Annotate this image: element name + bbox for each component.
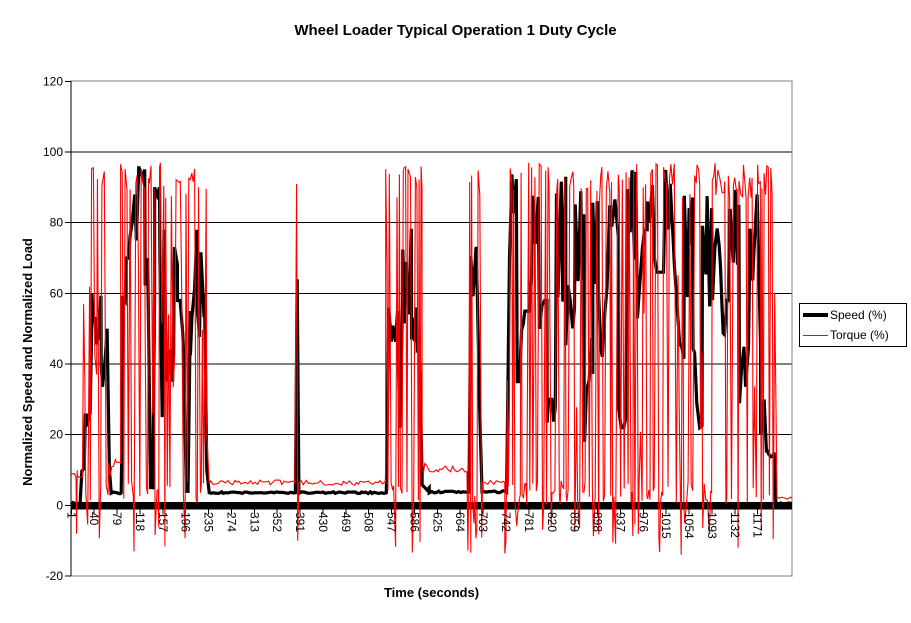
x-tick-label: 820 [545,512,559,532]
legend-label-speed: Speed (%) [830,308,887,322]
x-tick-label: 976 [636,512,650,532]
x-tick-label: 703 [476,512,490,532]
x-tick-label: 352 [270,512,284,532]
x-tick-label: 781 [522,512,536,532]
x-tick-label: 664 [453,512,467,532]
x-tick-label: 391 [293,512,307,532]
x-tick-label: 1132 [728,512,742,538]
x-tick-label: 196 [179,512,193,532]
y-tick-label: 20 [50,428,64,442]
x-tick-label: 1054 [682,512,696,539]
y-tick-label: 0 [56,498,63,512]
legend-item-speed: Speed (%) [800,307,906,323]
legend-box: Speed (%) Torque (%) [799,303,907,347]
x-tick-label: 118 [133,512,147,531]
y-tick-label: 60 [50,286,64,300]
tick-labels-group: 120 100 80 60 40 20 0 -20 1 40 79 118 157 196 235 274 31… [43,74,765,583]
y-tick-label: 100 [43,145,63,159]
y-tick-label: -20 [46,569,64,583]
torque-line-swatch [803,334,828,336]
x-tick-label: 430 [316,512,330,532]
y-tick-label: 80 [50,216,64,230]
x-tick-label: 40 [87,512,101,526]
legend-item-torque: Torque (%) [800,327,906,343]
x-tick-label: 937 [613,512,627,532]
y-tick-label: 40 [50,357,64,371]
x-tick-label: 742 [499,512,513,532]
torque-series-line [71,162,793,555]
x-axis-line [71,501,792,510]
x-tick-label: 469 [339,512,353,532]
x-tick-label: 508 [362,512,376,532]
x-tick-label: 157 [156,512,170,532]
x-tick-label: 586 [407,512,421,532]
x-tick-label: 274 [224,512,238,532]
x-tick-label: 1171 [751,512,765,538]
series-group [70,162,793,555]
x-tick-label: 859 [568,512,582,532]
x-tick-label: 313 [247,512,261,532]
speed-line-swatch [803,313,828,317]
x-tick-label: 235 [202,512,216,532]
x-tick-label: 625 [430,512,444,532]
x-tick-label: 547 [385,512,399,532]
chart-title: Wheel Loader Typical Operation 1 Duty Cy… [294,22,617,39]
y-tick-label: 120 [43,74,63,88]
x-tick-label: 1093 [705,512,719,539]
legend-label-torque: Torque (%) [830,328,889,342]
x-tick-label: 1015 [659,512,673,539]
x-tick-label: 898 [591,512,605,532]
x-axis-title: Time (seconds) [383,585,480,600]
x-tick-label: 1 [64,512,78,519]
x-tick-label: 79 [110,512,124,526]
